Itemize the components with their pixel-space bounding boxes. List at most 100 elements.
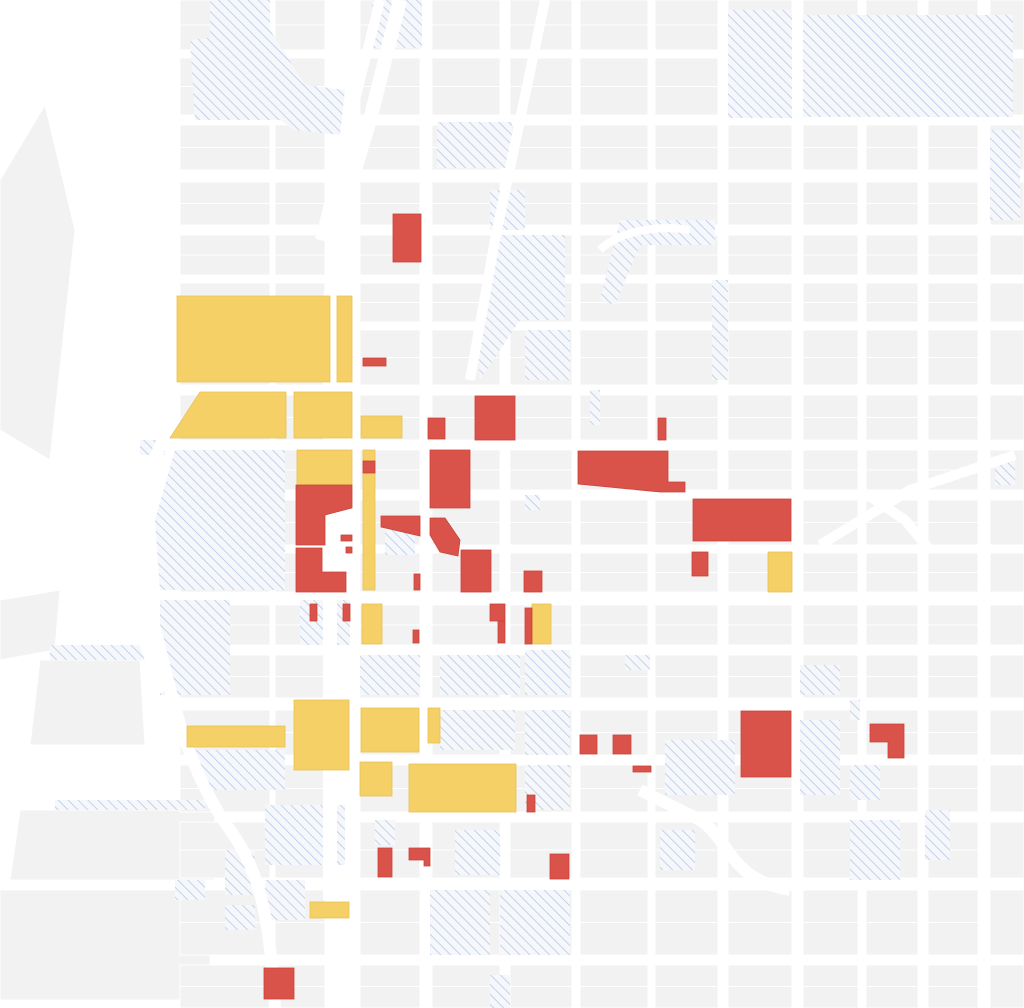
red-parcels-layer bbox=[263, 213, 905, 1000]
red-parcel[interactable] bbox=[474, 395, 516, 441]
city-block bbox=[989, 764, 1024, 813]
red-parcel[interactable] bbox=[412, 629, 420, 644]
yellow-parcel[interactable] bbox=[293, 699, 350, 771]
hatched-area bbox=[800, 665, 840, 695]
hatched-area bbox=[437, 122, 512, 168]
city-block bbox=[989, 329, 1024, 386]
yellow-parcel[interactable] bbox=[408, 763, 517, 813]
red-parcel[interactable] bbox=[692, 498, 792, 542]
red-parcel[interactable] bbox=[460, 549, 492, 593]
city-block bbox=[989, 821, 1024, 879]
city-block bbox=[989, 234, 1024, 276]
road bbox=[133, 426, 281, 1008]
yellow-parcel[interactable] bbox=[336, 295, 353, 383]
waterfront-block bbox=[0, 103, 76, 461]
red-parcel[interactable] bbox=[429, 517, 461, 557]
red-parcel[interactable] bbox=[657, 417, 667, 441]
red-parcel[interactable] bbox=[489, 603, 506, 622]
hatched-area bbox=[195, 750, 285, 790]
red-parcel[interactable] bbox=[612, 734, 632, 755]
red-parcel[interactable] bbox=[523, 570, 543, 593]
road bbox=[465, 0, 550, 381]
road bbox=[597, 224, 691, 253]
hatched-area bbox=[225, 905, 255, 930]
city-block bbox=[989, 394, 1024, 441]
red-parcel[interactable] bbox=[380, 515, 421, 537]
hatched-area bbox=[712, 280, 728, 380]
hatched-area bbox=[440, 710, 515, 750]
red-parcel[interactable] bbox=[392, 213, 422, 263]
red-parcel[interactable] bbox=[869, 723, 905, 759]
hatched-area bbox=[925, 810, 950, 860]
city-block bbox=[989, 964, 1024, 1008]
waterfront-block bbox=[0, 889, 211, 1001]
red-parcel[interactable] bbox=[295, 484, 353, 546]
hatched-area bbox=[590, 390, 600, 425]
red-parcel[interactable] bbox=[342, 603, 351, 622]
road bbox=[857, 485, 934, 554]
red-parcel[interactable] bbox=[429, 449, 471, 509]
yellow-parcel[interactable] bbox=[296, 449, 353, 486]
hatched-area bbox=[850, 820, 900, 880]
red-parcel[interactable] bbox=[362, 357, 387, 367]
hatched-area bbox=[995, 460, 1015, 485]
yellow-parcel[interactable] bbox=[361, 603, 383, 645]
yellow-parcel[interactable] bbox=[309, 901, 350, 919]
city-block bbox=[989, 552, 1024, 593]
road bbox=[315, 0, 385, 242]
red-parcel[interactable] bbox=[577, 450, 686, 493]
yellow-parcel[interactable] bbox=[176, 295, 331, 383]
hatched-area bbox=[475, 235, 565, 380]
red-parcel[interactable] bbox=[362, 460, 376, 474]
road bbox=[120, 587, 170, 693]
hatched-area bbox=[55, 800, 205, 810]
yellow-parcel[interactable] bbox=[360, 707, 420, 753]
hatched-area bbox=[525, 330, 570, 380]
red-parcel[interactable] bbox=[263, 967, 295, 1000]
hatched-area bbox=[360, 655, 420, 695]
red-parcel[interactable] bbox=[632, 765, 652, 773]
red-parcel[interactable] bbox=[691, 551, 709, 577]
hatched-area bbox=[525, 710, 570, 755]
red-parcel[interactable] bbox=[549, 853, 570, 880]
hatched-area bbox=[850, 765, 880, 800]
red-parcel[interactable] bbox=[526, 794, 536, 813]
hatched-area bbox=[440, 655, 520, 695]
yellow-parcel[interactable] bbox=[531, 603, 552, 645]
waterfront-block bbox=[29, 659, 146, 746]
red-parcel[interactable] bbox=[340, 534, 353, 542]
hatched-area bbox=[500, 890, 570, 955]
red-parcel[interactable] bbox=[497, 620, 506, 644]
red-parcel[interactable] bbox=[579, 734, 598, 755]
yellow-parcel[interactable] bbox=[427, 707, 441, 744]
red-parcel[interactable] bbox=[740, 710, 792, 778]
red-parcel[interactable] bbox=[295, 547, 347, 593]
hatched-area bbox=[375, 820, 395, 845]
hatched-area bbox=[803, 15, 1013, 117]
red-parcel[interactable] bbox=[413, 573, 421, 591]
yellow-parcel[interactable] bbox=[767, 551, 793, 593]
yellow-parcel[interactable] bbox=[186, 725, 286, 748]
red-parcel[interactable] bbox=[408, 847, 431, 867]
red-parcel[interactable] bbox=[309, 603, 318, 622]
hatched-area bbox=[190, 30, 345, 135]
hatched-area bbox=[665, 740, 735, 795]
hatched-area bbox=[525, 650, 570, 695]
yellow-parcel[interactable] bbox=[359, 761, 393, 797]
hatched-area bbox=[850, 700, 860, 720]
yellow-parcel[interactable] bbox=[362, 449, 376, 591]
yellow-parcel[interactable] bbox=[360, 415, 403, 439]
city-block bbox=[989, 499, 1024, 546]
yellow-parcel[interactable] bbox=[293, 391, 353, 439]
city-block bbox=[989, 282, 1024, 323]
yellow-parcel[interactable] bbox=[169, 391, 287, 439]
red-parcel[interactable] bbox=[524, 607, 533, 645]
city-block bbox=[989, 654, 1024, 699]
hatched-area bbox=[265, 880, 305, 920]
red-parcel[interactable] bbox=[345, 546, 353, 554]
red-parcel[interactable] bbox=[427, 417, 446, 440]
city-block bbox=[989, 604, 1024, 646]
red-parcel[interactable] bbox=[377, 847, 393, 878]
hatched-area bbox=[800, 720, 840, 795]
